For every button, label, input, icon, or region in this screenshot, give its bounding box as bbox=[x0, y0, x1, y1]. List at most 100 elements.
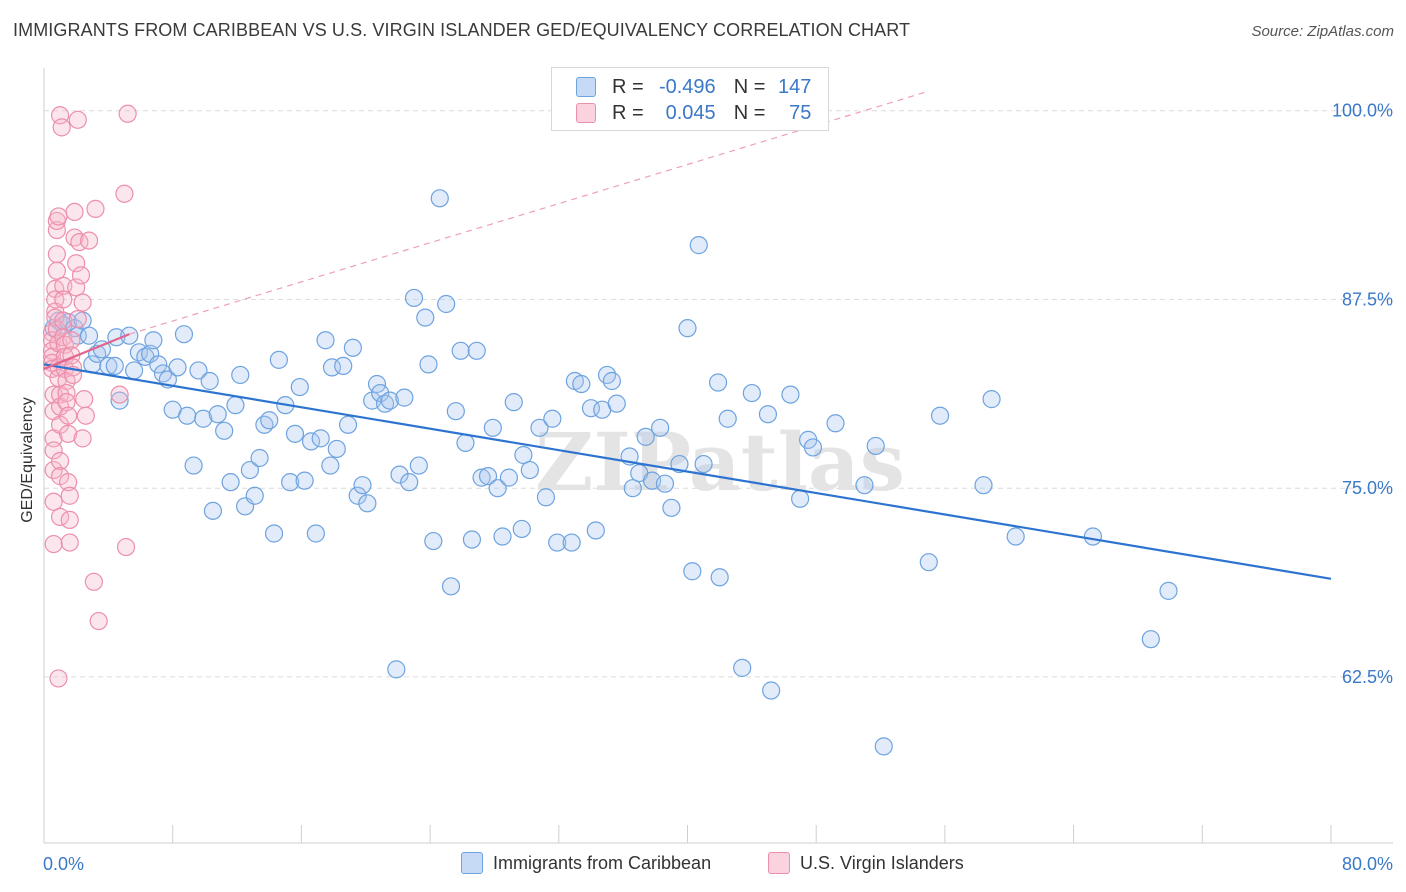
point-virgin-islander bbox=[110, 385, 129, 404]
point-caribbean bbox=[380, 391, 399, 410]
point-caribbean bbox=[493, 527, 512, 546]
point-caribbean bbox=[623, 479, 642, 498]
point-virgin-islander bbox=[49, 669, 68, 688]
x-tick-label-right: 80.0% bbox=[1342, 854, 1393, 874]
point-caribbean bbox=[655, 474, 675, 493]
legend-r-label: R = bbox=[612, 101, 644, 124]
point-caribbean bbox=[456, 433, 475, 453]
point-virgin-islander bbox=[54, 290, 73, 309]
point-virgin-islander bbox=[79, 231, 99, 250]
point-caribbean bbox=[1083, 527, 1103, 546]
point-caribbean bbox=[607, 394, 626, 413]
series-legend-caribbean: Immigrants from Caribbean bbox=[461, 852, 711, 874]
point-caribbean bbox=[602, 371, 621, 391]
point-caribbean bbox=[467, 341, 486, 360]
stats-legend: R = -0.496 N = 147 R = 0.045 N = 75 bbox=[551, 67, 829, 131]
point-caribbean bbox=[306, 524, 325, 543]
point-caribbean bbox=[290, 377, 309, 397]
point-virgin-islander bbox=[76, 406, 95, 425]
legend-r-value: -0.496 bbox=[658, 75, 716, 98]
point-caribbean bbox=[321, 456, 340, 475]
point-caribbean bbox=[694, 454, 713, 474]
point-caribbean bbox=[562, 533, 581, 552]
point-caribbean bbox=[184, 456, 203, 475]
point-virgin-islander bbox=[73, 429, 92, 448]
point-virgin-islander bbox=[44, 534, 63, 554]
point-caribbean bbox=[245, 486, 264, 505]
series-label-caribbean: Immigrants from Caribbean bbox=[493, 852, 712, 873]
point-caribbean bbox=[144, 331, 163, 350]
point-caribbean bbox=[742, 383, 761, 403]
point-caribbean bbox=[264, 524, 284, 543]
legend-row-virgin-islanders: R = 0.045 N = 75 bbox=[576, 101, 811, 125]
legend-swatch-blue bbox=[576, 77, 596, 97]
point-caribbean bbox=[240, 460, 260, 480]
point-caribbean bbox=[327, 439, 346, 459]
point-caribbean bbox=[512, 519, 531, 539]
point-virgin-islander bbox=[71, 266, 91, 285]
point-caribbean bbox=[483, 418, 502, 437]
point-virgin-islander bbox=[60, 486, 79, 505]
point-virgin-islander bbox=[73, 293, 92, 312]
point-virgin-islander bbox=[115, 184, 134, 203]
point-virgin-islander bbox=[84, 572, 103, 591]
point-caribbean bbox=[358, 494, 377, 513]
point-caribbean bbox=[791, 489, 810, 508]
legend-row-caribbean: R = -0.496 N = 147 bbox=[576, 75, 811, 99]
point-virgin-islander bbox=[59, 424, 78, 443]
point-caribbean bbox=[430, 189, 449, 208]
point-caribbean bbox=[874, 737, 893, 756]
point-virgin-islander bbox=[86, 199, 105, 218]
point-caribbean bbox=[200, 371, 219, 391]
point-caribbean bbox=[79, 326, 99, 345]
point-caribbean bbox=[710, 568, 729, 587]
legend-n-value: 75 bbox=[789, 101, 812, 124]
point-caribbean bbox=[189, 361, 208, 380]
point-caribbean bbox=[343, 338, 362, 357]
point-caribbean bbox=[124, 361, 144, 380]
point-caribbean bbox=[371, 383, 390, 403]
point-virgin-islander bbox=[118, 104, 137, 123]
y-tick-label: 62.5% bbox=[1342, 667, 1393, 687]
data-points bbox=[42, 104, 1178, 756]
point-caribbean bbox=[708, 373, 728, 392]
point-caribbean bbox=[930, 406, 950, 425]
point-virgin-islander bbox=[62, 331, 81, 350]
point-caribbean bbox=[1141, 630, 1160, 649]
point-caribbean bbox=[718, 409, 737, 428]
point-virgin-islander bbox=[75, 390, 94, 409]
point-virgin-islander bbox=[59, 473, 78, 492]
point-virgin-islander bbox=[59, 406, 78, 425]
point-caribbean bbox=[174, 325, 194, 344]
y-tick-label: 75.0% bbox=[1342, 478, 1393, 498]
point-caribbean bbox=[424, 531, 443, 551]
point-caribbean bbox=[311, 429, 330, 448]
point-virgin-islander bbox=[50, 451, 70, 471]
point-caribbean bbox=[478, 467, 498, 486]
point-caribbean bbox=[231, 365, 250, 385]
point-virgin-islander bbox=[67, 278, 86, 297]
point-caribbean bbox=[683, 562, 702, 581]
point-virgin-islander bbox=[68, 309, 87, 329]
point-virgin-islander bbox=[47, 320, 66, 339]
point-caribbean bbox=[168, 358, 187, 377]
point-caribbean bbox=[395, 388, 414, 407]
watermark: ZIPatlas bbox=[535, 415, 905, 509]
point-caribbean bbox=[404, 288, 424, 308]
point-virgin-islander bbox=[60, 533, 79, 552]
point-caribbean bbox=[334, 356, 353, 376]
point-caribbean bbox=[548, 533, 567, 552]
trend-extension-virgin-islanders bbox=[129, 90, 929, 335]
tick-labels: 62.5% 75.0% 87.5% 100.0% 0.0% 80.0% bbox=[43, 101, 1393, 874]
point-virgin-islander bbox=[49, 207, 68, 226]
legend-r-value: 0.045 bbox=[665, 101, 716, 124]
point-caribbean bbox=[451, 341, 470, 360]
point-caribbean bbox=[636, 427, 655, 446]
point-virgin-islander bbox=[70, 232, 89, 252]
series-swatch-pink bbox=[768, 852, 790, 874]
point-caribbean bbox=[178, 406, 197, 425]
point-caribbean bbox=[194, 409, 213, 428]
point-caribbean bbox=[733, 658, 752, 677]
point-caribbean bbox=[504, 393, 523, 412]
point-caribbean bbox=[437, 294, 456, 314]
